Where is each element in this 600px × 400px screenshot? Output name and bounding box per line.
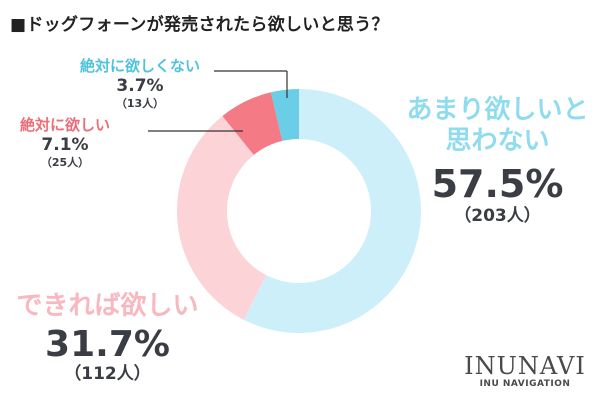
category-definitely-want: 絶対に欲しい <box>19 116 110 134</box>
label-definitely-want: 絶対に欲しい 7.1% （25人） <box>0 116 130 169</box>
count-definitely-want: （25人） <box>40 155 90 169</box>
percent-definitely-want: 7.1% <box>41 135 89 156</box>
label-would-like: できれば欲しい 31.7% （112人） <box>0 291 215 385</box>
slice-definitely-want <box>222 92 283 155</box>
count-would-like: （112人） <box>64 364 151 385</box>
count-never-want: （13人） <box>115 96 165 110</box>
category-dont-want-line1: あまり欲しいと <box>406 95 589 125</box>
logo-sub-text: INU NAVIGATION <box>479 379 571 389</box>
category-dont-want: あまり欲しいと 思わない <box>395 95 600 157</box>
category-dont-want-line2: 思わない <box>445 126 550 157</box>
category-would-like: できれば欲しい <box>16 291 199 321</box>
count-dont-want: （203人） <box>454 206 541 227</box>
logo-main-text: INUNAVI <box>464 352 586 380</box>
slice-would-like <box>177 116 267 320</box>
label-never-want: 絶対に欲しくない 3.7% （13人） <box>55 57 225 110</box>
label-dont-want: あまり欲しいと 思わない 57.5% （203人） <box>395 95 600 227</box>
percent-would-like: 31.7% <box>45 323 170 365</box>
slice-never-want <box>270 89 299 141</box>
percent-dont-want: 57.5% <box>431 162 564 207</box>
chart-title: ■ドッグフォーンが発売されたら欲しいと思う？ <box>10 15 389 35</box>
donut-slices <box>177 89 421 333</box>
slice-dont-want <box>243 89 421 333</box>
percent-never-want: 3.7% <box>116 76 164 97</box>
category-never-want: 絶対に欲しくない <box>79 57 200 75</box>
inunavi-logo: INUNAVI INU NAVIGATION <box>455 352 595 389</box>
